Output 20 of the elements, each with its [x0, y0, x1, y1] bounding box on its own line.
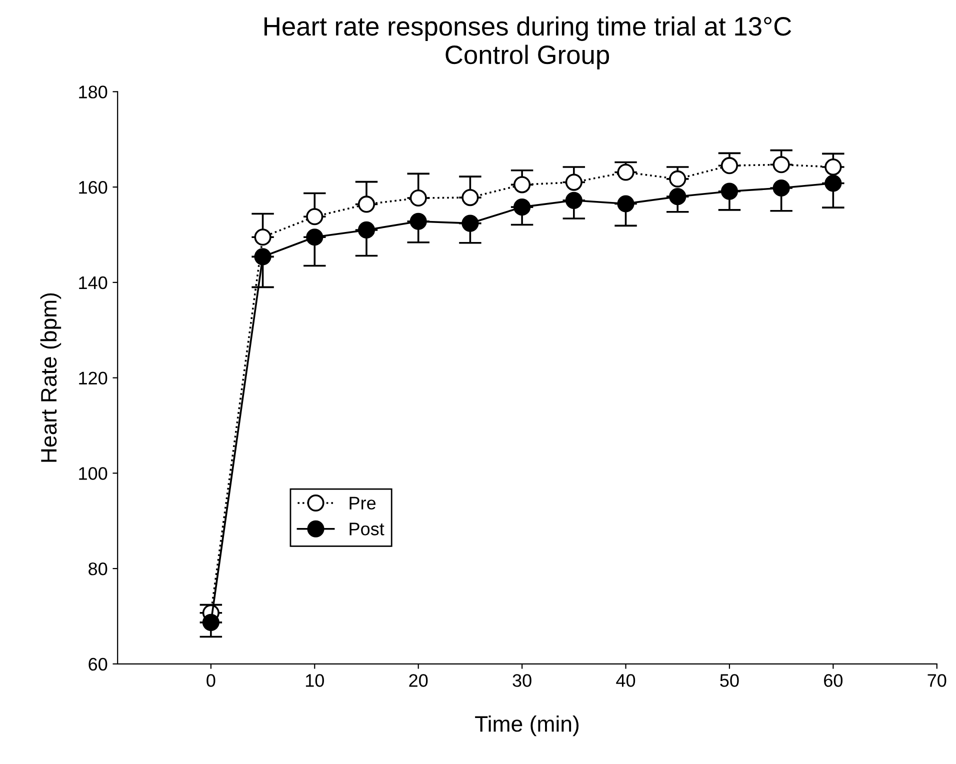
x-tick-label: 10	[306, 674, 324, 687]
legend-label: Post	[350, 522, 384, 536]
y-tick-label: 120	[79, 372, 108, 385]
x-tick-label: 20	[409, 674, 428, 687]
y-tick-label: 160	[79, 180, 108, 194]
x-tick-label: 60	[824, 674, 843, 687]
y-tick-label: 180	[79, 86, 108, 98]
x-tick-label: 50	[720, 674, 739, 687]
x-tick-label: 40	[616, 674, 636, 687]
y-tick-label: 60	[88, 658, 108, 671]
x-tick-label: 30	[512, 674, 532, 687]
x-tick-label: 70	[928, 674, 946, 687]
x-tick-label: 0	[206, 674, 216, 687]
x-axis-title: Time (min)	[475, 715, 579, 736]
chart-title: Heart rate responses during time trial at 13°C Control Group	[264, 16, 792, 70]
y-tick-label: 100	[79, 467, 108, 480]
y-tick-label: 80	[88, 562, 108, 576]
y-axis-title: Heart Rate (bpm)	[40, 293, 62, 462]
y-tick-label: 140	[79, 276, 108, 290]
legend-label: Pre	[350, 496, 376, 510]
